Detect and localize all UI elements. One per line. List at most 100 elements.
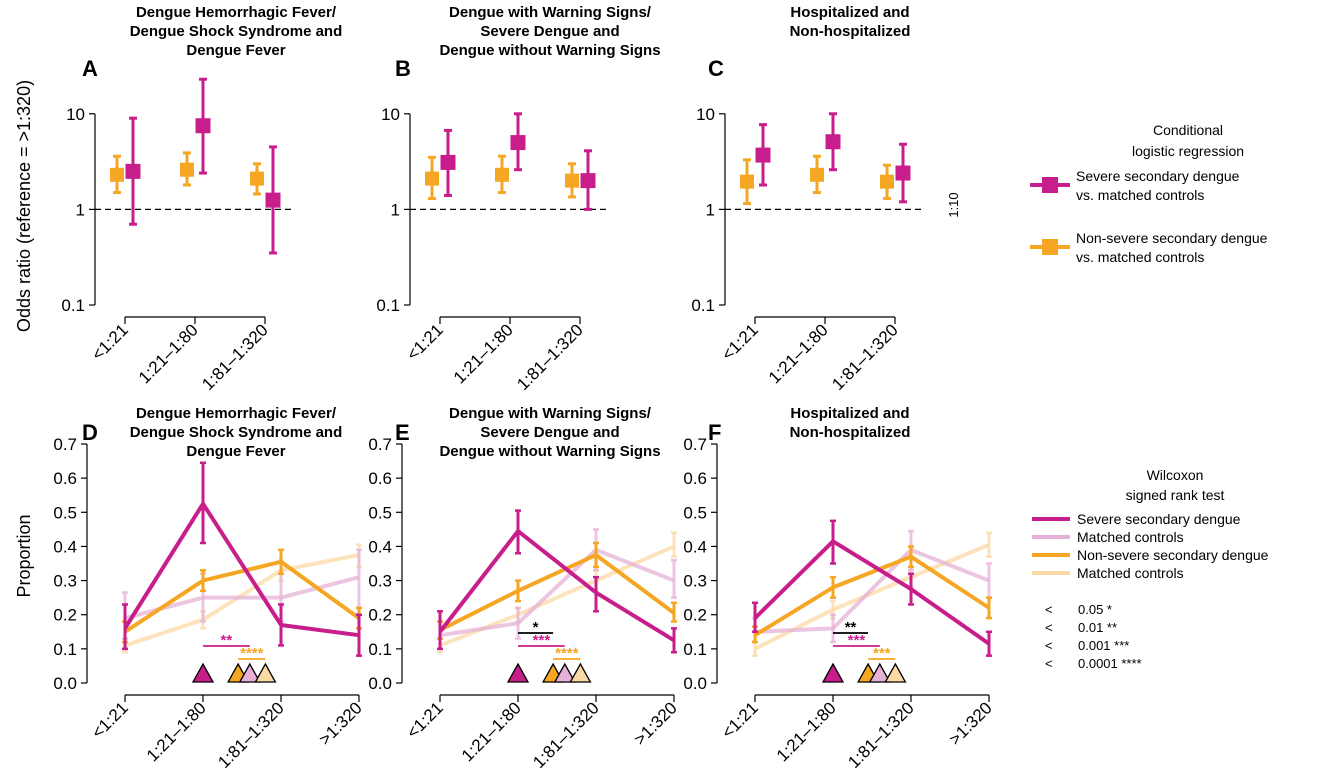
panel-E-y-tick-label: 0.2 bbox=[368, 606, 392, 625]
panel-C-point bbox=[755, 147, 771, 163]
panel-E-letter: E bbox=[395, 420, 410, 445]
panel-E-y-tick-label: 0.5 bbox=[368, 503, 392, 522]
panel-A-title-line-1: Dengue Hemorrhagic Fever/ bbox=[136, 4, 337, 21]
legend-bottom-label-nonsevere-matched: Matched controls bbox=[1077, 565, 1184, 581]
panel-A-point bbox=[250, 171, 264, 186]
legend-top-nonsevere-label-2: vs. matched controls bbox=[1076, 249, 1204, 265]
panel-E-y-tick-label: 0.1 bbox=[368, 640, 392, 659]
panel-F-median-triangle bbox=[884, 662, 907, 683]
panel-D-x-tick-label: 1:21–1:80 bbox=[143, 698, 210, 765]
significance-op-4: < bbox=[1045, 656, 1053, 671]
panel-B-y-tick-label: 1 bbox=[391, 200, 400, 219]
panel-D-letter: D bbox=[82, 420, 98, 445]
panel-C-x-tick-label: 1:81–1:320 bbox=[828, 320, 902, 394]
panel-D-y-tick-label: 0.0 bbox=[53, 674, 77, 693]
panel-A-x-tick-label: <1:21 bbox=[88, 320, 132, 364]
panel-C-x-tick-label: <1:21 bbox=[718, 320, 762, 364]
panel-E-x-tick-label: <1:21 bbox=[403, 698, 447, 742]
panel-F-x-tick-label: <1:21 bbox=[718, 698, 762, 742]
panel-F-series-line-4 bbox=[754, 542, 990, 651]
panel-F-median-triangle bbox=[868, 662, 891, 683]
legend-top-nonsevere-label-1: Non-severe secondary dengue bbox=[1076, 230, 1268, 246]
panel-D-series-line-3 bbox=[123, 559, 361, 634]
panel-B-point bbox=[510, 135, 526, 151]
panel-D-median-triangle bbox=[254, 662, 277, 683]
panel-A-point bbox=[180, 162, 194, 177]
panel-F-y-tick-label: 0.7 bbox=[683, 435, 707, 454]
panel-E-title-line-2: Severe Dengue and bbox=[480, 424, 619, 441]
panel-C-letter: C bbox=[708, 56, 724, 81]
panel-F-y-tick-label: 0.5 bbox=[683, 503, 707, 522]
panel-E-x-tick-label: 1:21–1:80 bbox=[458, 698, 525, 765]
panel-D-x-tick-label: >1:320 bbox=[315, 698, 366, 749]
panel-E-series-line-3 bbox=[439, 552, 676, 632]
panel-E-y-tick-label: 0.4 bbox=[368, 537, 392, 556]
panel-F-x-tick-label: 1:81–1:320 bbox=[844, 698, 918, 772]
panel-B-point bbox=[565, 173, 579, 188]
top-y-axis-title: Odds ratio (reference = >1:320) bbox=[14, 80, 34, 332]
panel-F: Hospitalized and Non-hospitalized F 0.0 0.1 0… bbox=[683, 405, 995, 772]
panel-E-series-line-1 bbox=[438, 529, 676, 643]
panel-B-title-line-2: Severe Dengue and bbox=[480, 23, 619, 40]
panel-C-y-tick-label: 0.1 bbox=[691, 296, 715, 315]
panel-A-point bbox=[195, 118, 211, 134]
panel-A-title-line-3: Dengue Fever bbox=[186, 42, 285, 59]
panel-A-title-line-2: Dengue Shock Syndrome and bbox=[130, 23, 343, 40]
panel-C-point bbox=[880, 174, 894, 189]
panel-F-median-triangle bbox=[821, 662, 845, 683]
panel-D-y-tick-label: 0.5 bbox=[53, 503, 77, 522]
panel-F-y-tick-label: 0.0 bbox=[683, 674, 707, 693]
panel-E-median-triangle bbox=[506, 662, 530, 683]
panel-D-series-line-1 bbox=[123, 501, 360, 638]
panel-C-y-tick-label: 10 bbox=[696, 105, 715, 124]
reference-note: 1:10 bbox=[946, 192, 961, 217]
panel-B: Dengue with Warning Signs/Severe Dengue … bbox=[376, 4, 660, 394]
panel-D-significance-stars: ** bbox=[221, 632, 233, 649]
significance-text-1: 0.05 * bbox=[1078, 602, 1112, 617]
legend-bottom-title-2: signed rank test bbox=[1126, 487, 1225, 503]
legend-bottom-label-severe: Severe secondary dengue bbox=[1077, 511, 1241, 527]
panel-E-x-tick-label: >1:320 bbox=[630, 698, 681, 749]
panel-C-point bbox=[895, 165, 911, 181]
legend-bottom-label-severe-matched: Matched controls bbox=[1077, 529, 1184, 545]
panel-F-y-tick-label: 0.3 bbox=[683, 572, 707, 591]
panel-F-title-line-1: Hospitalized and bbox=[790, 405, 909, 422]
panel-A: Dengue Hemorrhagic Fever/Dengue Shock Sy… bbox=[61, 4, 342, 394]
panel-E-title-line-3: Dengue without Warning Signs bbox=[439, 443, 660, 460]
panel-B-point bbox=[425, 171, 439, 186]
panel-A-point bbox=[265, 192, 281, 208]
panel-E-y-tick-label: 0.7 bbox=[368, 435, 392, 454]
panel-B-point bbox=[440, 154, 456, 170]
panel-E-y-tick-label: 0.6 bbox=[368, 469, 392, 488]
panel-D-median-triangle bbox=[191, 662, 215, 683]
panel-F-series-line-2 bbox=[754, 547, 990, 634]
panel-E-y-tick-label: 0.0 bbox=[368, 674, 392, 693]
panel-B-y-tick-label: 10 bbox=[381, 105, 400, 124]
significance-text-4: 0.0001 **** bbox=[1078, 656, 1142, 671]
panel-B-x-tick-label: 1:81–1:320 bbox=[513, 320, 587, 394]
panel-D-y-tick-label: 0.6 bbox=[53, 469, 77, 488]
legend-top-nonsevere-swatch-marker bbox=[1042, 239, 1058, 255]
panel-B-y-tick-label: 0.1 bbox=[376, 296, 400, 315]
legend-top-severe-label-1: Severe secondary dengue bbox=[1076, 168, 1240, 184]
legend-top: Conditional logistic regression Severe s… bbox=[1030, 122, 1268, 265]
panels: Dengue Hemorrhagic Fever/Dengue Shock Sy… bbox=[53, 4, 995, 772]
panel-B-letter: B bbox=[395, 56, 411, 81]
panel-A-y-tick-label: 1 bbox=[76, 200, 85, 219]
panel-A-letter: A bbox=[82, 56, 98, 81]
significance-op-3: < bbox=[1045, 638, 1053, 653]
panel-E-x-tick-label: 1:81–1:320 bbox=[529, 698, 603, 772]
panel-D-y-tick-label: 0.7 bbox=[53, 435, 77, 454]
panel-D-title-line-2: Dengue Shock Syndrome and bbox=[130, 424, 343, 441]
panel-D-y-tick-label: 0.2 bbox=[53, 606, 77, 625]
panel-F-significance-stars: *** bbox=[848, 632, 866, 649]
panel-E-median-triangle bbox=[553, 662, 576, 683]
panel-C-title-line-2: Non-hospitalized bbox=[790, 23, 911, 40]
panel-C-title-line-1: Hospitalized and bbox=[790, 4, 909, 21]
panel-A-x-tick-label: 1:81–1:320 bbox=[198, 320, 272, 394]
legend-top-severe-swatch-marker bbox=[1042, 177, 1058, 193]
panel-E-significance-stars: * bbox=[533, 619, 539, 636]
panel-A-point bbox=[110, 167, 124, 182]
panel-F-y-tick-label: 0.4 bbox=[683, 537, 707, 556]
